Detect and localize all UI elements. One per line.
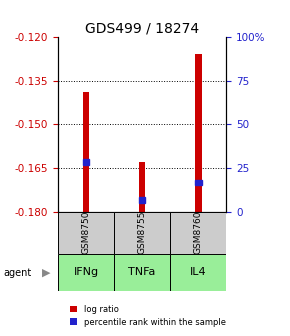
- FancyBboxPatch shape: [170, 254, 226, 291]
- Bar: [195, 54, 202, 212]
- FancyBboxPatch shape: [58, 254, 114, 291]
- Text: agent: agent: [3, 268, 31, 278]
- Bar: [83, 159, 89, 165]
- Text: TNFa: TNFa: [128, 267, 156, 277]
- Text: IFNg: IFNg: [73, 267, 99, 277]
- Bar: [139, 162, 146, 212]
- Title: GDS499 / 18274: GDS499 / 18274: [85, 22, 199, 36]
- FancyBboxPatch shape: [114, 254, 170, 291]
- FancyBboxPatch shape: [170, 212, 226, 254]
- Bar: [139, 197, 146, 203]
- Bar: [195, 180, 202, 185]
- Text: GSM8760: GSM8760: [194, 211, 203, 254]
- Legend: log ratio, percentile rank within the sample: log ratio, percentile rank within the sa…: [70, 305, 226, 327]
- Text: GSM8755: GSM8755: [137, 211, 147, 254]
- FancyBboxPatch shape: [58, 212, 114, 254]
- Bar: [83, 92, 89, 212]
- Text: IL4: IL4: [190, 267, 206, 277]
- Text: ▶: ▶: [42, 268, 50, 278]
- Text: GSM8750: GSM8750: [81, 211, 90, 254]
- FancyBboxPatch shape: [114, 212, 170, 254]
